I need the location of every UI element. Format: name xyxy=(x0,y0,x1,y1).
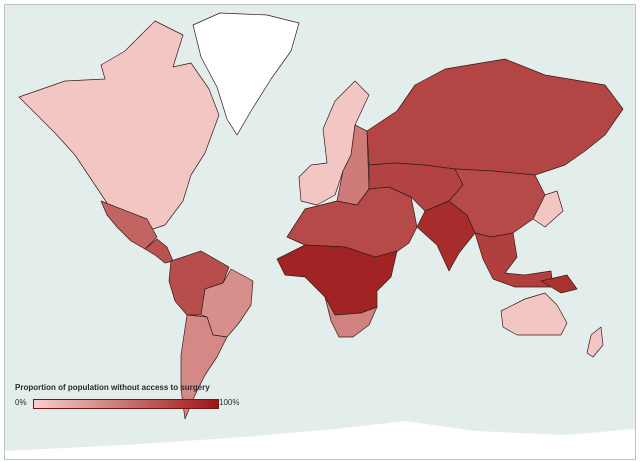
region-southern-africa xyxy=(324,296,378,338)
legend-scale: 0% 100% xyxy=(15,397,255,411)
region-southern-cone xyxy=(180,314,228,420)
region-western-europe xyxy=(298,80,370,206)
region-greenland xyxy=(192,12,300,136)
antarctica xyxy=(5,421,635,459)
region-sub-saharan-africa xyxy=(276,244,398,316)
region-southeast-asia xyxy=(474,232,554,288)
region-mexico xyxy=(100,200,158,250)
legend-max-label: 100% xyxy=(219,398,240,407)
world-map: Proportion of population without access … xyxy=(4,4,636,460)
region-australia-nz xyxy=(500,292,604,358)
region-brazil xyxy=(200,268,254,338)
legend-gradient-bar xyxy=(33,399,219,409)
map-canvas xyxy=(5,5,635,459)
legend-title: Proportion of population without access … xyxy=(15,383,210,392)
region-north-america xyxy=(18,20,220,232)
map-legend: Proportion of population without access … xyxy=(15,383,255,411)
legend-min-label: 0% xyxy=(15,398,27,407)
region-papua-new-guinea xyxy=(540,274,578,294)
region-japan-korea xyxy=(532,190,564,228)
